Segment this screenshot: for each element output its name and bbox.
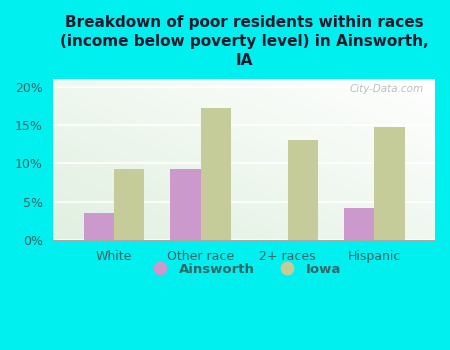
Bar (374, 127, 405, 240)
Bar (171, 169, 201, 240)
Title: Breakdown of poor residents within races
(income below poverty level) in Ainswor: Breakdown of poor residents within races… (60, 15, 428, 68)
Bar (201, 108, 231, 240)
Bar (288, 140, 318, 240)
Bar (344, 208, 374, 240)
Bar (84, 213, 114, 240)
Bar (114, 169, 144, 240)
Text: City-Data.com: City-Data.com (349, 84, 423, 94)
Legend: Ainsworth, Iowa: Ainsworth, Iowa (142, 258, 346, 281)
